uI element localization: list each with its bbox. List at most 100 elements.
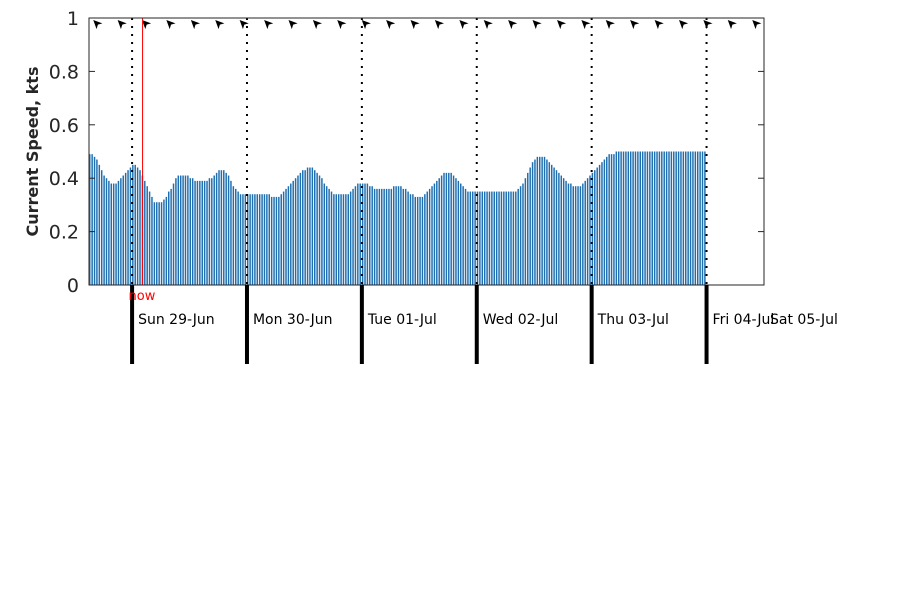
bar — [297, 175, 299, 285]
bar — [493, 191, 495, 285]
bar — [213, 175, 215, 285]
y-tick-label: 0.6 — [49, 115, 79, 137]
direction-arrow-icon: ➤ — [747, 14, 765, 32]
bar — [675, 151, 677, 285]
bar — [445, 172, 448, 285]
bar — [359, 183, 361, 285]
bar — [555, 170, 558, 285]
bar — [100, 170, 103, 285]
direction-arrow-icon: ➤ — [600, 14, 618, 32]
direction-arrow-icon: ➤ — [283, 14, 301, 32]
bar — [316, 172, 318, 285]
bar — [337, 194, 340, 285]
direction-arrow-icon: ➤ — [381, 14, 399, 32]
bar — [199, 180, 201, 285]
bar — [546, 159, 548, 285]
bar — [227, 175, 230, 285]
bar — [323, 183, 326, 285]
bar — [132, 164, 134, 285]
bar — [120, 178, 122, 285]
bar — [677, 151, 680, 285]
bar — [385, 188, 388, 285]
bar — [483, 191, 486, 285]
bar — [287, 186, 290, 285]
bar — [450, 172, 452, 285]
bar — [558, 172, 560, 285]
bar — [333, 194, 335, 285]
bar — [369, 186, 371, 285]
bar — [498, 191, 500, 285]
bar — [462, 186, 464, 285]
bar — [594, 170, 596, 285]
bar — [103, 175, 105, 285]
bar — [641, 151, 644, 285]
direction-arrow-icon: ➤ — [552, 14, 570, 32]
bar — [179, 175, 182, 285]
bar — [584, 180, 586, 285]
bar — [364, 183, 366, 285]
bar — [268, 194, 270, 285]
bar — [455, 178, 457, 285]
bar — [208, 178, 211, 285]
bar — [682, 151, 685, 285]
bar — [572, 186, 574, 285]
bar — [519, 186, 522, 285]
bar — [419, 196, 421, 285]
bar — [244, 194, 247, 285]
bar — [486, 191, 488, 285]
bar — [469, 191, 472, 285]
bar — [565, 180, 567, 285]
bar — [476, 191, 479, 285]
bar — [503, 191, 505, 285]
direction-arrow-icon: ➤ — [356, 14, 374, 32]
bar — [685, 151, 687, 285]
y-axis-label: Current Speed, kts — [23, 67, 42, 237]
bar — [381, 188, 383, 285]
bar — [397, 186, 400, 285]
bar — [505, 191, 507, 285]
bar — [531, 162, 534, 285]
bar — [433, 183, 436, 285]
bar — [582, 183, 584, 285]
y-tick-label: 0.4 — [49, 168, 79, 190]
bar — [201, 180, 203, 285]
bar — [579, 186, 582, 285]
bar — [620, 151, 622, 285]
bar — [452, 175, 455, 285]
y-tick-label: 0.8 — [49, 61, 79, 83]
bar — [167, 191, 170, 285]
bar — [460, 183, 462, 285]
bar — [122, 175, 124, 285]
bar — [424, 194, 426, 285]
bar — [512, 191, 515, 285]
bar — [553, 167, 555, 285]
bar — [352, 188, 354, 285]
bar — [562, 178, 565, 285]
bar — [306, 167, 309, 285]
direction-arrow-icon: ➤ — [429, 14, 447, 32]
bar — [299, 172, 302, 285]
bar — [175, 178, 177, 285]
day-label: Tue 01-Jul — [367, 312, 437, 328]
bar — [330, 191, 333, 285]
bar — [302, 170, 304, 285]
bar — [589, 175, 591, 285]
y-tick-label: 0 — [67, 275, 79, 297]
bar — [263, 194, 266, 285]
bar — [189, 178, 192, 285]
direction-arrow-icon: ➤ — [137, 14, 155, 32]
bar — [246, 194, 249, 285]
bar — [598, 164, 601, 285]
bar — [354, 186, 357, 285]
bar — [625, 151, 627, 285]
bar — [500, 191, 503, 285]
bar — [567, 183, 570, 285]
bar — [235, 188, 237, 285]
direction-arrow-icon: ➤ — [625, 14, 643, 32]
bar — [232, 186, 235, 285]
bar — [218, 170, 220, 285]
bar — [357, 183, 359, 285]
bar — [639, 151, 642, 285]
bar — [266, 194, 268, 285]
